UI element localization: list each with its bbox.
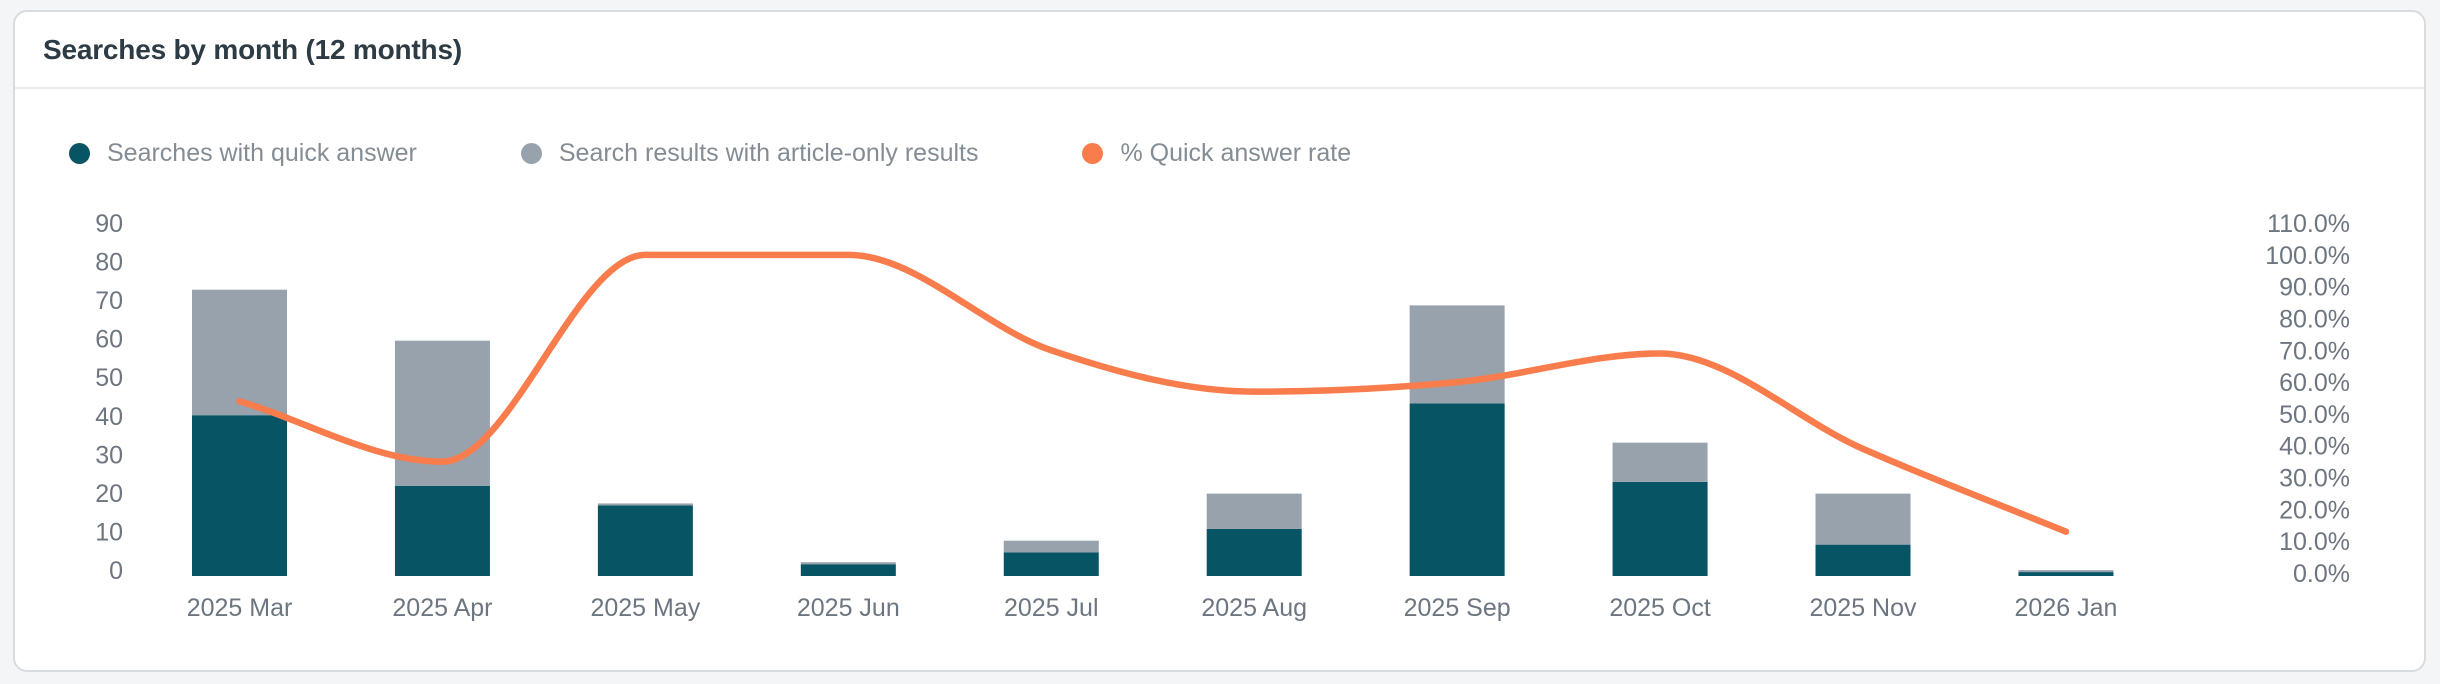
legend-dot-quick-answer-icon	[69, 142, 90, 164]
right-axis-tick-label: 20.0%	[2279, 496, 2350, 524]
left-axis-tick-label: 50	[95, 364, 123, 392]
bar-quick-answer-segment[interactable]	[394, 485, 490, 576]
left-axis-tick-label: 70	[95, 287, 123, 315]
bar-quick-answer-segment[interactable]	[800, 564, 896, 576]
right-axis-tick-label: 30.0%	[2279, 465, 2350, 493]
x-axis-label: 2026 Jan	[2015, 594, 2118, 622]
bar-article-only-segment[interactable]	[597, 503, 693, 506]
legend-item-quick-answer[interactable]: Searches with quick answer	[69, 139, 417, 168]
legend-label: Searches with quick answer	[107, 138, 417, 167]
bar-article-only-segment[interactable]	[1409, 305, 1505, 404]
legend-dot-article-only-icon	[520, 142, 542, 164]
left-axis-tick-label: 10	[95, 518, 123, 546]
x-axis-label: 2025 May	[590, 594, 700, 622]
legend-label: Search results with article-only results	[558, 138, 979, 167]
bar-article-only-segment[interactable]	[1206, 493, 1302, 529]
right-axis-tick-label: 110.0%	[2267, 210, 2350, 238]
bar-article-only-segment[interactable]	[1003, 540, 1099, 553]
right-axis-tick-label: 100.0%	[2265, 242, 2350, 270]
right-axis-tick-label: 70.0%	[2279, 337, 2350, 365]
bar-quick-answer-segment[interactable]	[1612, 481, 1708, 576]
right-axis-tick-label: 10.0%	[2279, 528, 2350, 556]
chart-legend: Searches with quick answer Search result…	[69, 128, 1351, 178]
bar-quick-answer-segment[interactable]	[192, 415, 287, 576]
bar-quick-answer-segment[interactable]	[2018, 572, 2114, 576]
right-axis-tick-label: 60.0%	[2279, 369, 2350, 397]
bar-quick-answer-segment[interactable]	[1206, 528, 1302, 576]
right-axis-tick-label: 0.0%	[2293, 560, 2350, 588]
x-axis-label: 2025 Jun	[797, 594, 900, 622]
right-axis-tick-label: 40.0%	[2279, 433, 2350, 461]
bar-article-only-segment[interactable]	[192, 289, 287, 416]
right-axis-tick-label: 50.0%	[2279, 401, 2350, 429]
left-axis-tick-label: 90	[95, 210, 123, 238]
bar-quick-answer-segment[interactable]	[1815, 544, 1911, 576]
left-axis-tick-label: 60	[95, 326, 123, 354]
card-header: Searches by month (12 months)	[15, 12, 2424, 89]
left-axis-tick-label: 30	[95, 441, 123, 469]
bar-article-only-segment[interactable]	[1815, 493, 1911, 545]
x-axis-label: 2025 Jul	[1004, 594, 1099, 622]
right-axis-tick-label: 80.0%	[2279, 305, 2350, 333]
legend-item-rate[interactable]: % Quick answer rate	[1082, 139, 1351, 168]
bar-quick-answer-segment[interactable]	[1409, 403, 1505, 576]
legend-item-article-only[interactable]: Search results with article-only results	[520, 138, 979, 168]
bar-quick-answer-segment[interactable]	[597, 505, 693, 576]
x-axis-label: 2025 Sep	[1404, 594, 1511, 622]
left-axis-tick-label: 80	[95, 249, 123, 277]
x-axis-label: 2025 Aug	[1201, 594, 1307, 622]
left-axis-tick-label: 0	[109, 557, 123, 585]
x-axis-label: 2025 Nov	[1810, 594, 1918, 622]
chart-title: Searches by month (12 months)	[43, 33, 462, 65]
x-axis-label: 2025 Mar	[187, 594, 293, 622]
bar-article-only-segment[interactable]	[2018, 570, 2114, 573]
bar-article-only-segment[interactable]	[800, 562, 896, 565]
legend-dot-rate-icon	[1082, 142, 1104, 164]
legend-label: % Quick answer rate	[1120, 138, 1352, 167]
bar-quick-answer-segment[interactable]	[1003, 552, 1099, 576]
x-axis-label: 2025 Oct	[1609, 594, 1711, 622]
x-axis-label: 2025 Apr	[392, 594, 492, 622]
bar-article-only-segment[interactable]	[1612, 442, 1708, 482]
quick-answer-rate-line	[236, 251, 2070, 535]
left-axis-tick-label: 20	[95, 480, 123, 508]
right-axis-tick-label: 90.0%	[2279, 274, 2350, 302]
left-axis-tick-label: 40	[95, 403, 123, 431]
